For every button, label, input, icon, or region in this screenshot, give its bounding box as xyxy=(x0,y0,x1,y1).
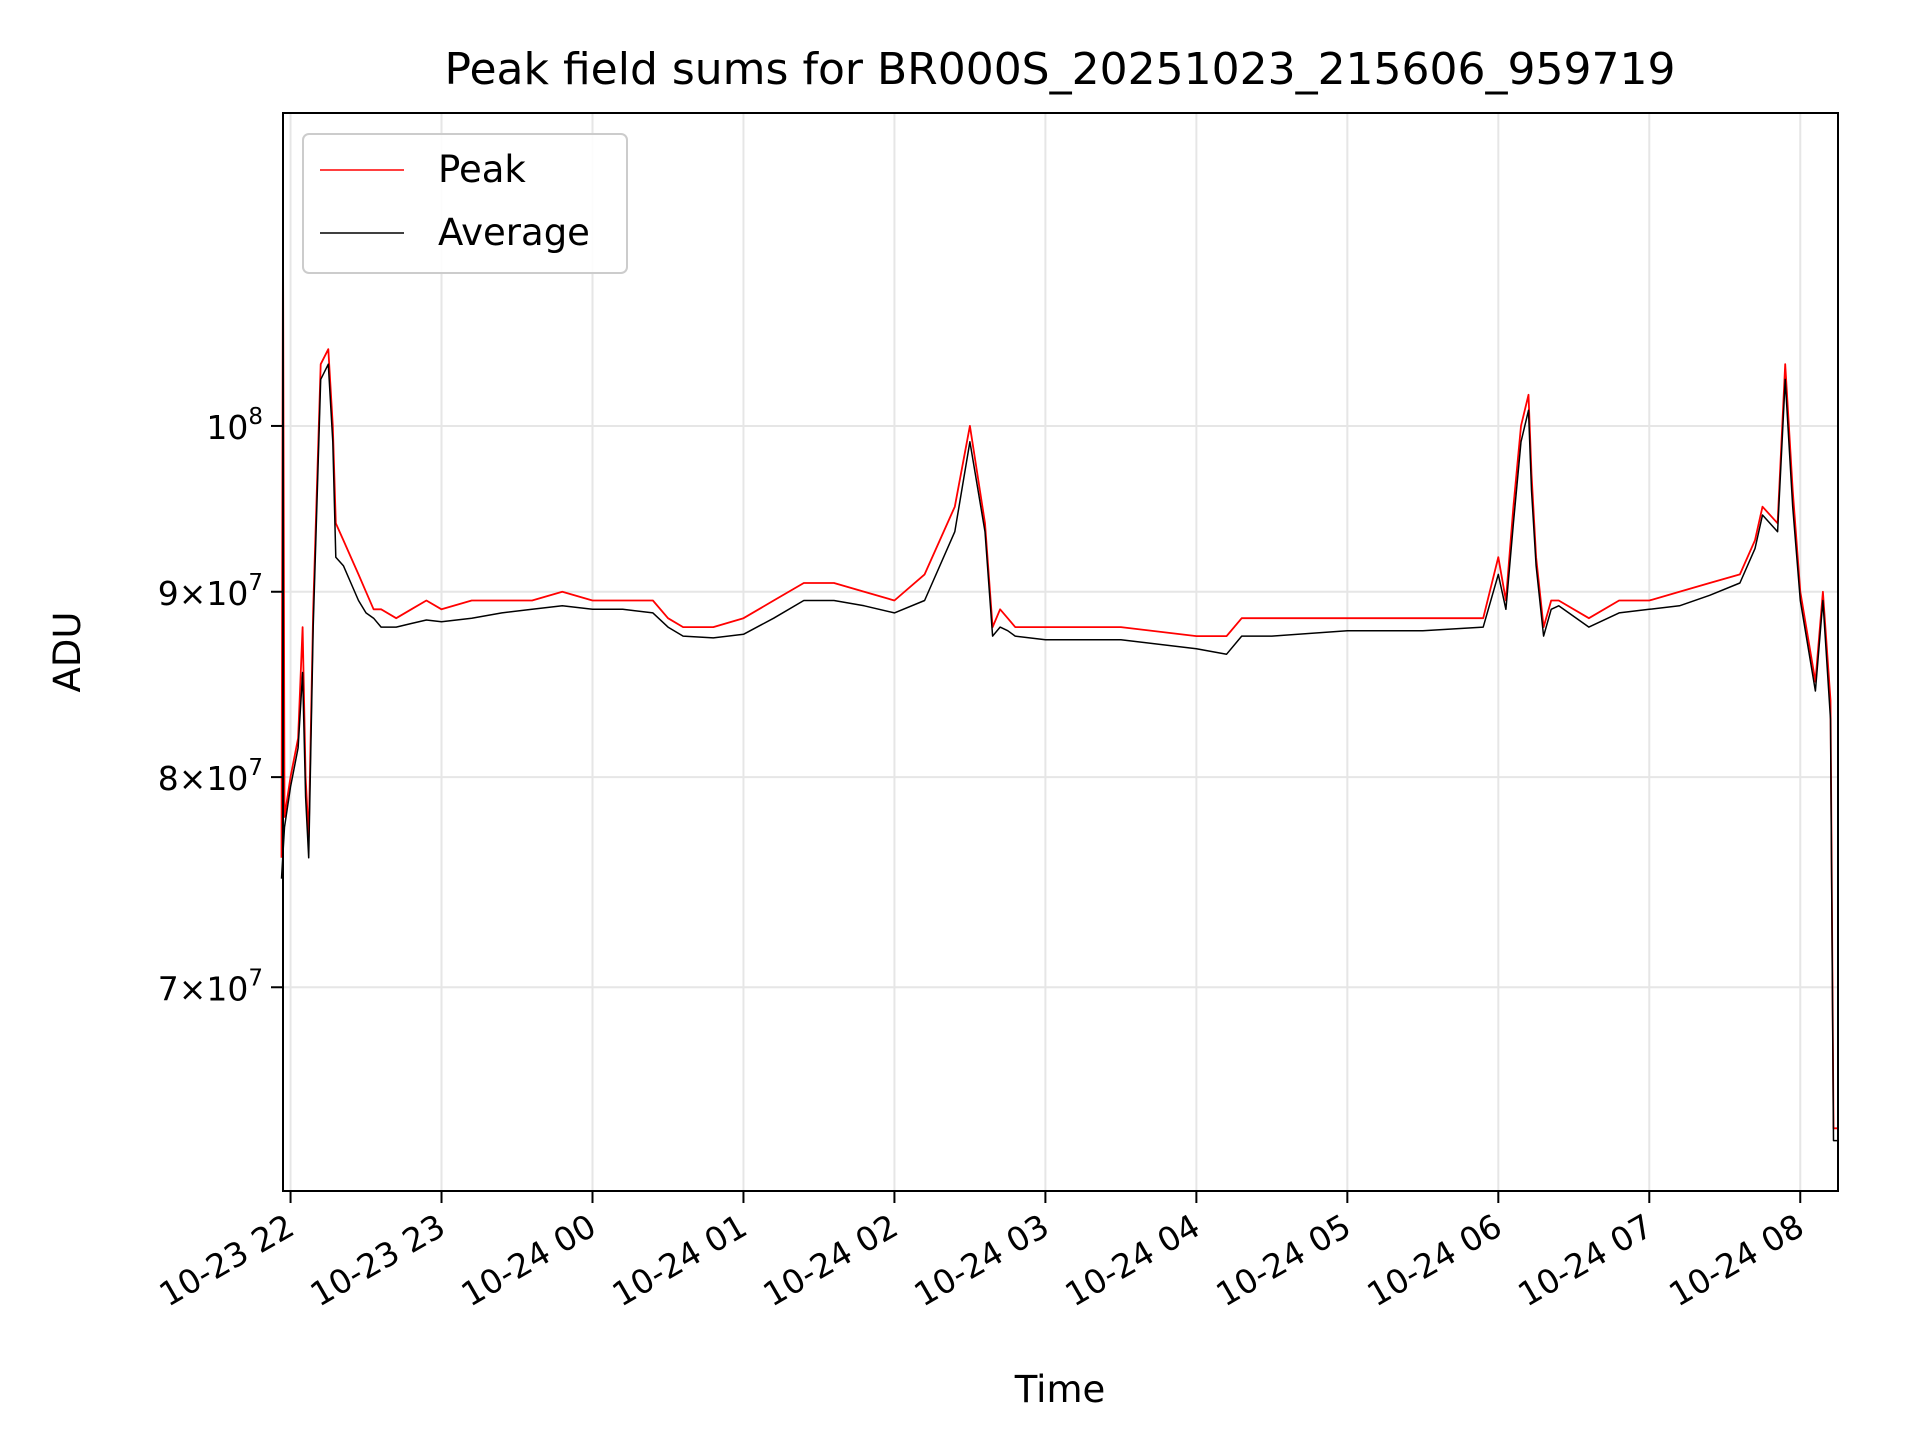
plot-frame xyxy=(282,112,1839,1192)
series-lines xyxy=(280,232,1838,1142)
y-tick-label-0: 7×107 xyxy=(158,965,263,1008)
legend-peak-label: Peak xyxy=(438,148,526,191)
series-line-average xyxy=(280,363,1838,1142)
x-axis-label: Time xyxy=(1014,1368,1106,1411)
y-tick-label-1: 8×107 xyxy=(158,755,263,798)
y-tick-label-2: 9×107 xyxy=(158,570,263,613)
legend-average-label: Average xyxy=(438,211,590,254)
legend-box xyxy=(302,133,628,274)
legend: Peak Average xyxy=(302,133,628,274)
y-axis-label: ADU xyxy=(46,612,89,693)
gridlines xyxy=(283,113,1838,1191)
series-line-peak xyxy=(280,232,1838,1130)
chart-title: Peak field sums for BR000S_20251023_2156… xyxy=(444,44,1675,95)
